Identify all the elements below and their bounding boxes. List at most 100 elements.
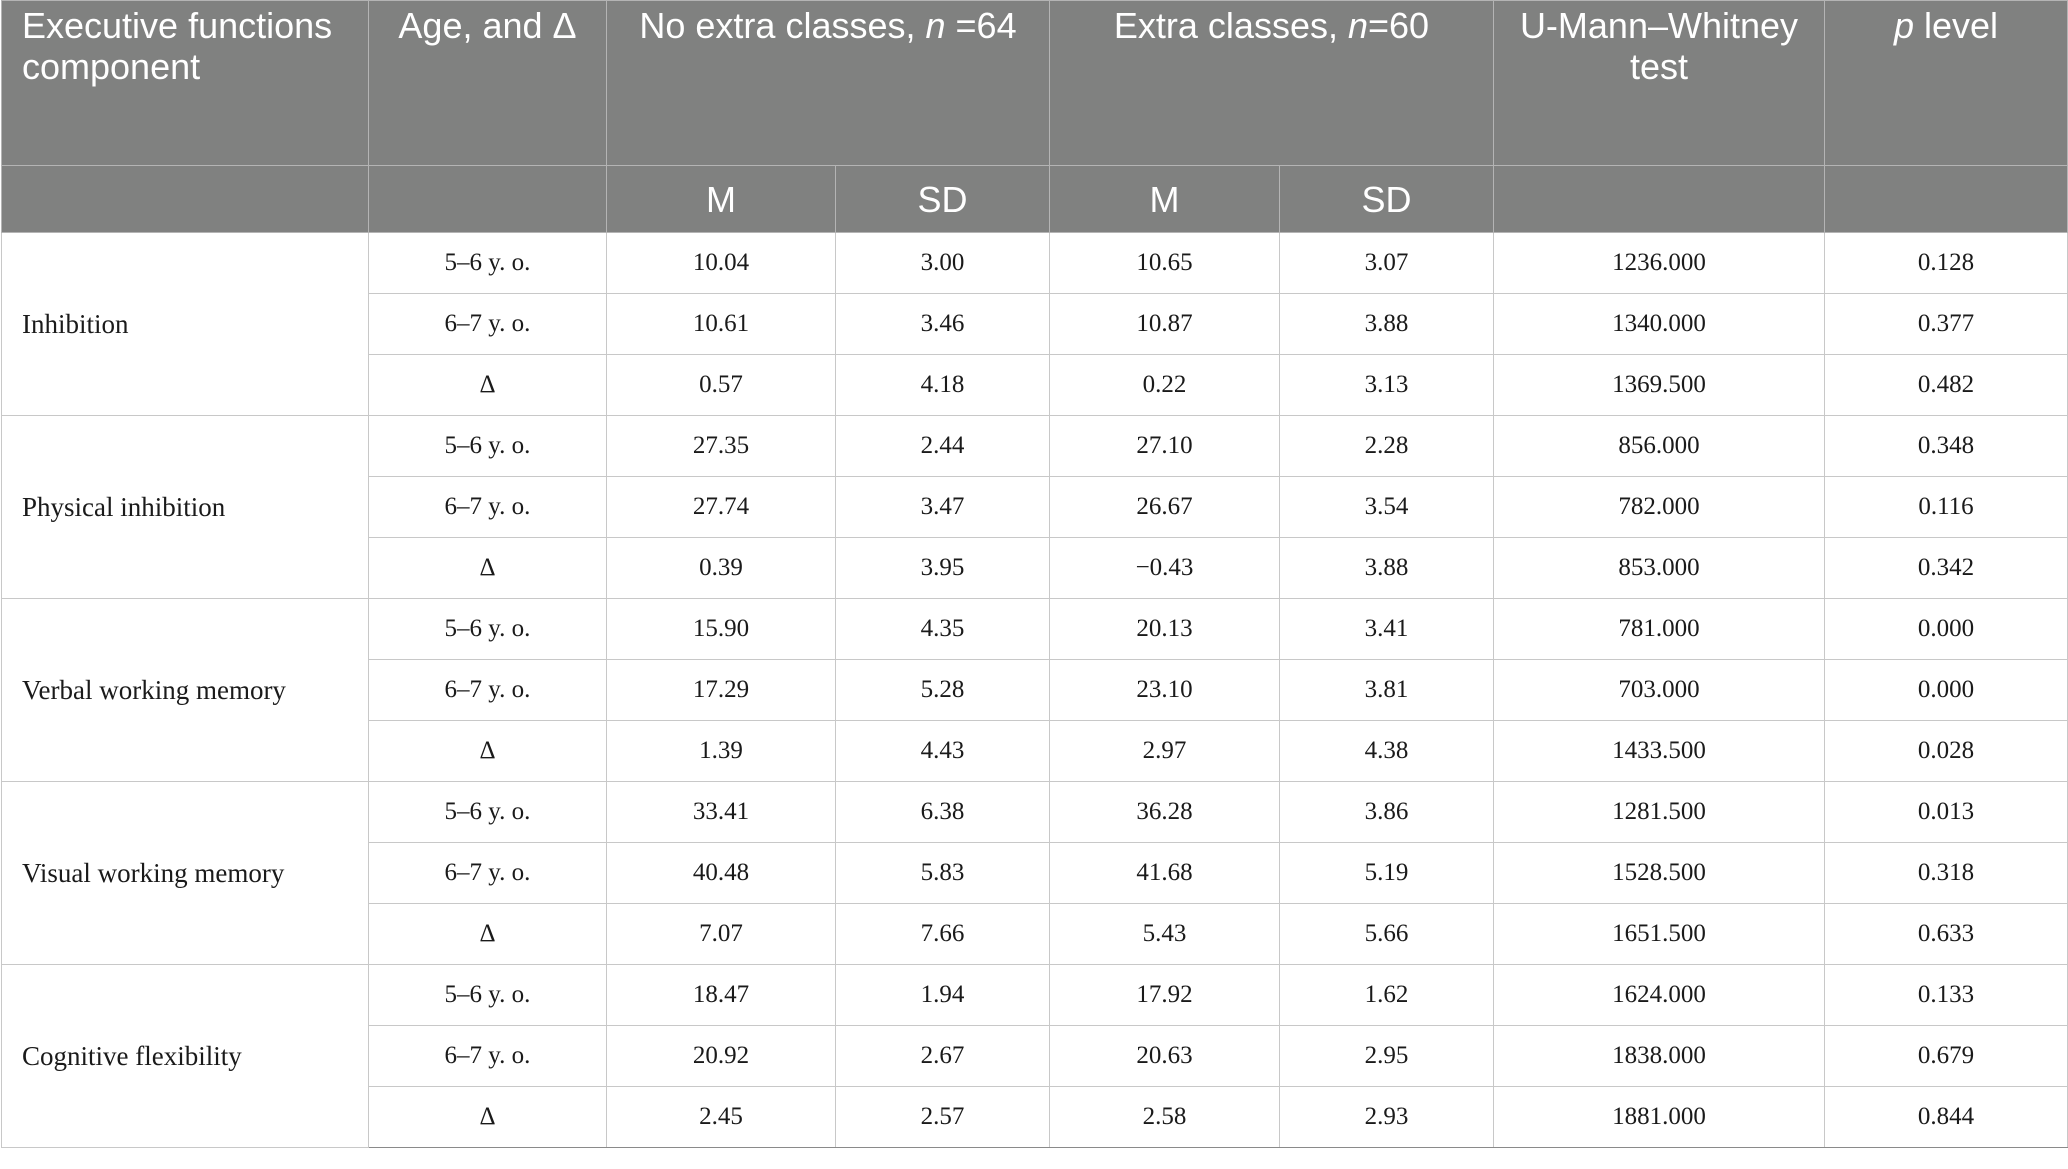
header-no-extra-classes: No extra classes, n =64 [606,0,1050,166]
u-value-cell: 781.000 [1493,598,1825,660]
u-value-cell: 1236.000 [1493,232,1825,294]
age-cell: 5–6 y. o. [368,781,607,843]
sd-extra-cell: 2.95 [1279,1025,1494,1087]
m-extra-cell: 26.67 [1049,476,1280,538]
m-no-extra-cell: 1.39 [606,720,836,782]
m-extra-cell: 20.13 [1049,598,1280,660]
sd-no-extra-cell: 5.83 [835,842,1050,904]
table-row: Cognitive flexibility 5–6 y. o. 18.47 1.94 1… [1,964,2068,1148]
p-value-cell: 0.679 [1824,1025,2068,1087]
table-row: Visual working memory 5–6 y. o. 33.41 6.38 3… [1,781,2068,965]
m-extra-cell: 17.92 [1049,964,1280,1026]
u-value-cell: 782.000 [1493,476,1825,538]
u-value-cell: 1340.000 [1493,293,1825,355]
sd-no-extra-cell: 7.66 [835,903,1050,965]
m-no-extra-cell: 2.45 [606,1086,836,1148]
m-no-extra-cell: 0.57 [606,354,836,416]
m-no-extra-cell: 18.47 [606,964,836,1026]
sd-no-extra-cell: 2.44 [835,415,1050,477]
sd-extra-cell: 3.13 [1279,354,1494,416]
sd-no-extra-cell: 3.47 [835,476,1050,538]
table-row: Verbal working memory 5–6 y. o. 15.90 4.35 2… [1,598,2068,782]
age-cell: 6–7 y. o. [368,293,607,355]
m-extra-cell: 36.28 [1049,781,1280,843]
u-value-cell: 1528.500 [1493,842,1825,904]
sd-extra-cell: 4.38 [1279,720,1494,782]
p-value-cell: 0.342 [1824,537,2068,599]
header-extra-classes: Extra classes, n=60 [1049,0,1494,166]
table-body: Inhibition 5–6 y. o. 10.04 3.00 10.65 3.07 123… [1,232,2068,1148]
sd-no-extra-cell: 2.67 [835,1025,1050,1087]
m-extra-cell: 20.63 [1049,1025,1280,1087]
m-extra-cell: 5.43 [1049,903,1280,965]
sd-no-extra-cell: 4.43 [835,720,1050,782]
age-cell: Δ [368,1086,607,1148]
age-cell: 5–6 y. o. [368,415,607,477]
m-extra-cell: 0.22 [1049,354,1280,416]
sd-extra-cell: 1.62 [1279,964,1494,1026]
sd-extra-cell: 5.66 [1279,903,1494,965]
m-extra-cell: 23.10 [1049,659,1280,721]
sd-extra-cell: 3.86 [1279,781,1494,843]
m-no-extra-cell: 33.41 [606,781,836,843]
sd-no-extra-cell: 5.28 [835,659,1050,721]
sd-no-extra-cell: 6.38 [835,781,1050,843]
m-extra-cell: −0.43 [1049,537,1280,599]
p-value-cell: 0.844 [1824,1086,2068,1148]
u-value-cell: 1881.000 [1493,1086,1825,1148]
age-cell: 6–7 y. o. [368,1025,607,1087]
u-value-cell: 1838.000 [1493,1025,1825,1087]
header-sub-m-extra: M [1049,165,1280,233]
table-header: Executive functions component Age, and Δ… [1,0,2068,233]
sd-no-extra-cell: 1.94 [835,964,1050,1026]
m-no-extra-cell: 27.35 [606,415,836,477]
sd-extra-cell: 3.07 [1279,232,1494,294]
header-sub-m-no-extra: M [606,165,836,233]
sd-no-extra-cell: 3.46 [835,293,1050,355]
header-test: U-Mann–Whitney test [1493,0,1825,166]
m-extra-cell: 41.68 [1049,842,1280,904]
header-sub-sd-extra: SD [1279,165,1494,233]
p-value-cell: 0.000 [1824,598,2068,660]
header-component: Executive functions component [1,0,369,166]
age-cell: 5–6 y. o. [368,232,607,294]
m-no-extra-cell: 0.39 [606,537,836,599]
header-sub-blank [368,165,607,233]
u-value-cell: 1369.500 [1493,354,1825,416]
m-no-extra-cell: 15.90 [606,598,836,660]
age-cell: 5–6 y. o. [368,964,607,1026]
header-sub-blank [1,165,369,233]
age-cell: Δ [368,537,607,599]
u-value-cell: 853.000 [1493,537,1825,599]
sd-no-extra-cell: 3.00 [835,232,1050,294]
p-value-cell: 0.000 [1824,659,2068,721]
table-row: Δ 2.45 2.57 2.58 2.93 1881.000 0.844 [2,1086,2068,1148]
sd-no-extra-cell: 2.57 [835,1086,1050,1148]
p-value-cell: 0.377 [1824,293,2068,355]
p-value-cell: 0.482 [1824,354,2068,416]
component-label: Visual working memory [1,781,369,965]
sd-no-extra-cell: 4.18 [835,354,1050,416]
p-value-cell: 0.133 [1824,964,2068,1026]
component-label: Cognitive flexibility [1,964,369,1148]
m-extra-cell: 10.87 [1049,293,1280,355]
u-value-cell: 856.000 [1493,415,1825,477]
m-extra-cell: 27.10 [1049,415,1280,477]
m-no-extra-cell: 7.07 [606,903,836,965]
table-row: 6–7 y. o. 27.74 3.47 26.67 3.54 782.000 0.116 [2,476,2068,538]
p-value-cell: 0.633 [1824,903,2068,965]
table-row: 6–7 y. o. 40.48 5.83 41.68 5.19 1528.500 0.318 [2,842,2068,904]
p-value-cell: 0.318 [1824,842,2068,904]
table-row: Δ 0.39 3.95 −0.43 3.88 853.000 0.342 [2,537,2068,599]
component-label: Verbal working memory [1,598,369,782]
u-value-cell: 1651.500 [1493,903,1825,965]
header-sub-blank [1824,165,2068,233]
u-value-cell: 703.000 [1493,659,1825,721]
u-value-cell: 1433.500 [1493,720,1825,782]
table-row: Δ 1.39 4.43 2.97 4.38 1433.500 0.028 [2,720,2068,782]
m-extra-cell: 10.65 [1049,232,1280,294]
m-no-extra-cell: 10.61 [606,293,836,355]
table-row: Physical inhibition 5–6 y. o. 27.35 2.44 27.… [1,415,2068,599]
sd-no-extra-cell: 3.95 [835,537,1050,599]
